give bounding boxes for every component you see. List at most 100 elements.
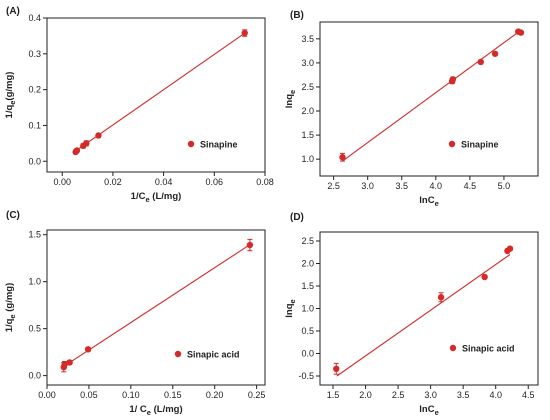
x-tick-label: 4.0: [489, 390, 502, 400]
fit-line: [73, 31, 247, 153]
y-tick-label: 1.5: [301, 130, 314, 140]
y-tick-label: 0.5: [301, 326, 314, 336]
y-tick-label: 0.5: [28, 324, 41, 334]
x-axis-label-subscript: e: [435, 199, 439, 208]
y-tick-label: 0.0: [301, 349, 314, 359]
data-point: [333, 365, 340, 372]
x-tick-label: 2.5: [392, 390, 405, 400]
y-tick-label: 1.0: [301, 304, 314, 314]
y-axis-label-subscript: e: [8, 314, 17, 318]
panel-label: (B): [290, 10, 304, 21]
data-point: [95, 132, 102, 139]
y-tick-label: 2.5: [301, 236, 314, 246]
data-point: [491, 50, 499, 57]
panel-label: (C): [6, 210, 20, 221]
x-axis-label: 1/Ce (L/mg): [131, 191, 182, 204]
data-point: [506, 245, 514, 252]
legend-marker: [187, 140, 195, 148]
y-tick-label: 0.3: [28, 49, 41, 59]
y-axis-label-subscript: e: [288, 90, 297, 94]
y-tick-label: 0.2: [28, 85, 41, 95]
y-axis-label-subscript: e: [288, 299, 297, 303]
data-point: [61, 361, 68, 368]
y-tick-label: 3.5: [301, 34, 314, 44]
x-tick-label: 1.5: [327, 390, 340, 400]
y-axis-label: lnqe: [284, 90, 297, 108]
panel-b: (B) 2.5 3.0 3.5 4.0 4.5 5.0 1.0 1.5 2.0 2.5 3.0 3.5 l…: [284, 10, 539, 208]
x-axis-label-main: lnC: [419, 404, 434, 415]
x-tick-label: 4.5: [522, 390, 535, 400]
data-point: [449, 76, 457, 83]
x-axis-label-main: lnC: [419, 195, 434, 206]
y-tick-label: 3.0: [301, 58, 314, 68]
data-point: [66, 359, 73, 366]
legend-marker: [174, 350, 182, 358]
y-tick-label: 1.5: [28, 230, 41, 240]
data-point: [83, 140, 90, 147]
panel-d: (D) 1.5 2.0 2.5 3.0 3.5 4.0 4.5 -0.5 0.0 0.5 1.0 1.5…: [284, 212, 539, 417]
y-tick-label: 1.5: [301, 281, 314, 291]
panel-label: (A): [6, 6, 20, 17]
x-axis-label: lnCe: [419, 195, 438, 208]
x-axis-label-main: 1/ C: [129, 404, 147, 415]
x-tick-label: 0.08: [256, 177, 274, 187]
x-tick-label: 0.00: [38, 390, 56, 400]
plot-frame: [46, 17, 266, 173]
x-tick-label: 3.0: [424, 390, 437, 400]
data-point: [477, 58, 484, 66]
data-point: [437, 294, 445, 301]
y-axis-label-main: lnq: [284, 303, 295, 317]
y-tick-label: 0.1: [28, 120, 41, 130]
y-axis-label-subscript: e: [8, 101, 17, 105]
y-tick-label: 2.0: [301, 106, 314, 116]
y-axis-label: 1/qe (g/mg): [4, 283, 17, 333]
y-tick-label: 0.0: [28, 371, 41, 381]
y-axis-label-main: 1/q: [4, 318, 15, 332]
y-tick-label: 0.0: [28, 156, 41, 166]
legend-marker: [449, 344, 457, 352]
x-axis-label-main: 1/C: [131, 191, 146, 202]
x-tick-label: 3.5: [457, 390, 470, 400]
x-tick-label: 0.06: [206, 177, 224, 187]
y-axis-label-main: lnq: [284, 94, 295, 108]
x-tick-label: 2.5: [327, 181, 340, 191]
x-axis-label-subscript: e: [145, 195, 149, 204]
fit-line: [342, 29, 522, 162]
y-axis-label: 1/qe(g/mg): [4, 72, 17, 119]
legend-label: Sinapine: [461, 140, 499, 150]
panel-label: (D): [290, 212, 304, 223]
y-axis-label-main: 1/q: [4, 105, 15, 119]
legend-label: Sinapic acid: [462, 344, 515, 354]
x-axis-label-unit: (L/mg): [150, 191, 182, 202]
x-axis-label: 1/ Ce (L/mg): [129, 404, 182, 417]
x-axis-label-subscript: e: [435, 408, 439, 417]
data-point: [481, 273, 488, 281]
data-point: [339, 154, 346, 161]
y-axis-label-unit: (g/mg): [4, 283, 15, 315]
x-axis-label-unit: (L/mg): [151, 404, 183, 415]
data-point: [246, 241, 254, 249]
data-point: [73, 147, 81, 154]
fit-line: [60, 243, 252, 369]
x-tick-label: 0.10: [122, 390, 140, 400]
y-tick-label: 0.4: [28, 13, 41, 23]
y-tick-label: 2.5: [301, 82, 314, 92]
data-point: [84, 346, 92, 353]
x-axis-label-subscript: e: [147, 408, 151, 417]
legend-marker: [448, 140, 456, 148]
y-tick-label: -0.5: [298, 371, 314, 381]
y-tick-label: 2.0: [301, 259, 314, 269]
x-tick-label: 0.25: [248, 390, 266, 400]
y-tick-label: 1.0: [28, 277, 41, 287]
y-tick-label: 1.0: [301, 154, 314, 164]
x-tick-label: 3.5: [395, 181, 408, 191]
panel-c: (C) 0.00 0.05 0.10 0.15 0.20 0.25 0.0 0.5 1.0 1.5 1…: [4, 210, 266, 417]
x-tick-label: 0.15: [164, 390, 182, 400]
x-axis-label: lnCe: [419, 404, 438, 417]
y-axis-label-unit: (g/mg): [4, 72, 15, 101]
plot-frame: [46, 229, 266, 386]
fit-line: [336, 254, 511, 377]
panel-a: (A) 0.00 0.02 0.04 0.06 0.08 0.0 0.1 0.2 0.3 0.4 1/…: [4, 6, 274, 204]
x-tick-label: 0.02: [104, 177, 122, 187]
